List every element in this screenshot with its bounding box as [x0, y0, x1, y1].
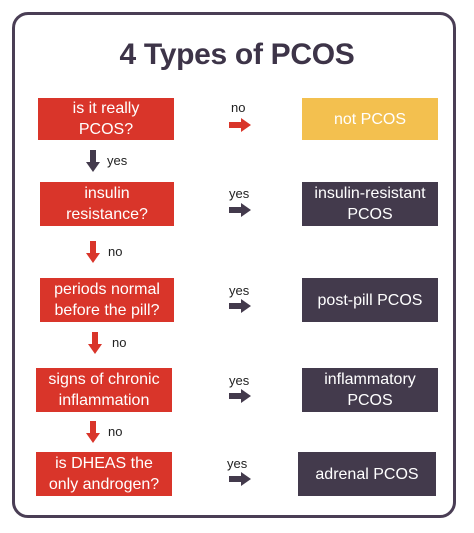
question-text-3: periods normal before the pill?	[54, 281, 160, 319]
down-label-3: no	[112, 335, 127, 350]
side-label-2: yes	[229, 186, 250, 201]
result-box-3: post-pill PCOS	[302, 278, 438, 322]
side-label-5: yes	[227, 456, 248, 471]
arrow-right-icon	[229, 299, 251, 313]
result-text-4: inflammatory PCOS	[324, 371, 416, 409]
diagram-frame	[12, 12, 456, 518]
down-label-2: no	[108, 244, 123, 259]
question-text-2: insulin resistance?	[66, 185, 148, 223]
question-box-5: is DHEAS the only androgen?	[36, 452, 172, 496]
result-box-2: insulin-resistant PCOS	[302, 182, 438, 226]
arrow-right-icon	[229, 472, 251, 486]
arrow-right-icon	[229, 203, 251, 217]
side-label-3: yes	[229, 283, 250, 298]
result-box-1: not PCOS	[302, 98, 438, 140]
down-label-1: yes	[107, 153, 128, 168]
arrow-right-icon	[229, 389, 251, 403]
question-box-2: insulin resistance?	[40, 182, 174, 226]
diagram-title: 4 Types of PCOS	[119, 38, 355, 71]
result-text-5: adrenal PCOS	[315, 465, 419, 483]
question-text-1: is it really PCOS?	[72, 100, 140, 138]
result-box-5: adrenal PCOS	[298, 452, 436, 496]
arrow-down-icon	[88, 332, 102, 354]
side-label-4: yes	[229, 373, 250, 388]
question-text-4: signs of chronic inflammation	[48, 371, 160, 409]
result-text-1: not PCOS	[333, 110, 407, 128]
arrow-right-icon	[229, 118, 251, 132]
result-text-3: post-pill PCOS	[317, 291, 423, 309]
result-text-2: insulin-resistant PCOS	[314, 185, 426, 223]
question-box-3: periods normal before the pill?	[40, 278, 174, 322]
side-label-1: no	[231, 100, 246, 115]
arrow-down-icon	[86, 241, 100, 263]
question-text-5: is DHEAS the only androgen?	[48, 455, 160, 493]
question-box-1: is it really PCOS?	[38, 98, 174, 140]
arrow-down-icon	[86, 150, 100, 172]
down-label-4: no	[108, 424, 123, 439]
question-box-4: signs of chronic inflammation	[36, 368, 172, 412]
arrow-down-icon	[86, 421, 100, 443]
result-box-4: inflammatory PCOS	[302, 368, 438, 412]
